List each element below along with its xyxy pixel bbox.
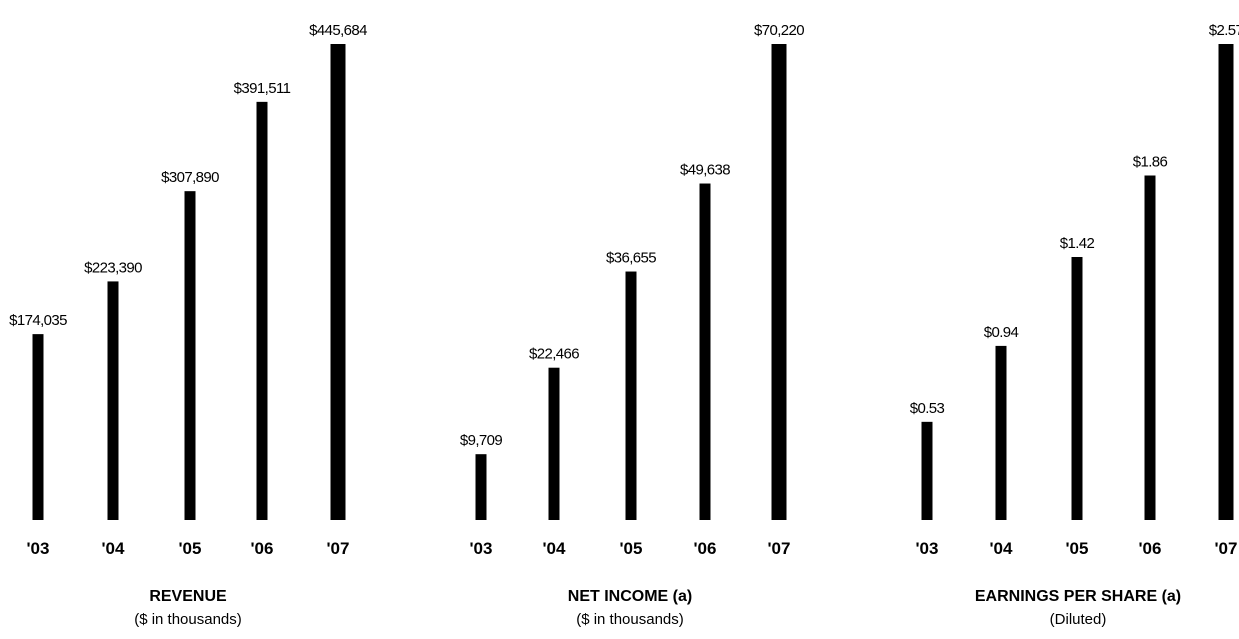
data-label: $9,709: [460, 432, 503, 449]
x-tick-label: '04: [990, 539, 1013, 558]
x-tick-label: '05: [620, 539, 643, 558]
x-tick-label: '06: [251, 539, 274, 558]
bar: [625, 271, 637, 520]
data-label: $0.53: [910, 400, 945, 417]
bar: [699, 183, 711, 520]
bar: [107, 281, 119, 520]
bar: [921, 421, 933, 520]
x-tick-label: '06: [694, 539, 717, 558]
bar: [995, 345, 1007, 520]
chart-subtitle: (Diluted): [1050, 611, 1107, 628]
data-label: $307,890: [161, 169, 219, 186]
x-tick-label: '07: [768, 539, 791, 558]
x-tick-label: '05: [1066, 539, 1089, 558]
data-label: $174,035: [9, 312, 67, 329]
chart-panel-1: $174,035 '03 $223,390 '04 $307,890 '05 $391,51…: [9, 22, 368, 628]
data-label: $2.57: [1209, 22, 1239, 39]
data-label: $70,220: [754, 22, 804, 39]
bar: [475, 454, 487, 520]
chart-title: REVENUE: [149, 588, 227, 605]
data-label: $0.94: [984, 324, 1019, 341]
x-tick-label: '06: [1139, 539, 1162, 558]
data-label: $1.86: [1133, 154, 1168, 171]
x-tick-label: '04: [102, 539, 125, 558]
bar: [330, 44, 346, 520]
chart-title: NET INCOME (a): [568, 588, 692, 605]
data-label: $445,684: [309, 22, 367, 39]
data-label: $36,655: [606, 250, 656, 267]
bar: [1144, 175, 1156, 520]
x-tick-label: '04: [543, 539, 566, 558]
chart-subtitle: ($ in thousands): [134, 611, 242, 628]
data-label: $391,511: [234, 80, 291, 97]
chart-title: EARNINGS PER SHARE (a): [975, 588, 1181, 605]
bar: [184, 191, 196, 520]
bar: [32, 334, 44, 520]
x-tick-label: '05: [179, 539, 202, 558]
bar: [548, 367, 560, 520]
bar: [771, 44, 787, 520]
bar: [256, 101, 268, 521]
x-tick-label: '07: [1215, 539, 1238, 558]
data-label: $223,390: [84, 259, 142, 276]
bar: [1071, 256, 1083, 520]
data-label: $49,638: [680, 162, 730, 179]
chart-subtitle: ($ in thousands): [576, 611, 684, 628]
x-tick-label: '07: [327, 539, 350, 558]
data-label: $22,466: [529, 346, 579, 363]
chart-panel-3: $0.53 '03 $0.94 '04 $1.42 '05 $1.86 '06 $2.57 '07…: [910, 22, 1239, 628]
x-tick-label: '03: [27, 539, 50, 558]
bar: [1218, 44, 1234, 520]
chart-panel-2: $9,709 '03 $22,466 '04 $36,655 '05 $49,638 '06 $…: [460, 22, 805, 628]
x-tick-label: '03: [470, 539, 493, 558]
x-tick-label: '03: [916, 539, 939, 558]
data-label: $1.42: [1060, 235, 1095, 252]
